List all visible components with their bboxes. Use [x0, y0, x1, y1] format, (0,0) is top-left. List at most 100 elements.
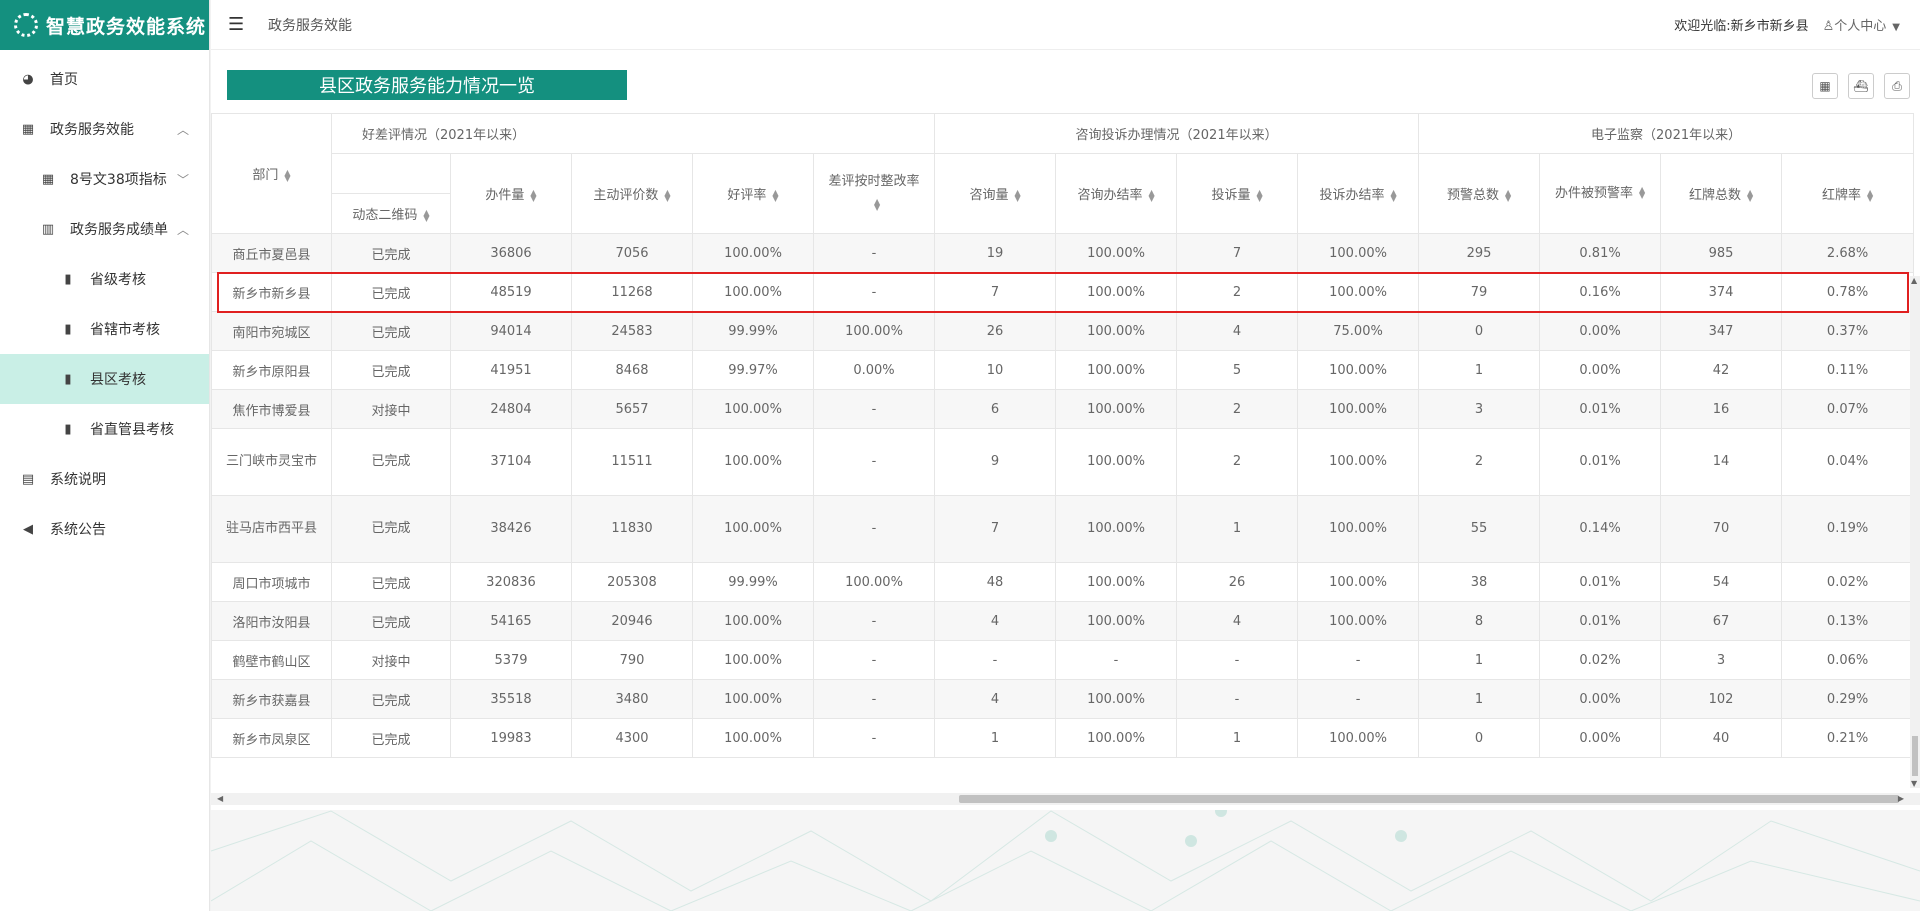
sidebar-item-label: 系统说明: [50, 472, 106, 488]
table-cell: 205308: [571, 562, 693, 602]
table-cell: 100.00%: [1055, 718, 1178, 758]
table-cell: 2: [1176, 428, 1299, 496]
table-cell: 99.99%: [692, 311, 814, 351]
bar-chart-icon: ▮: [64, 321, 72, 337]
bar-chart-icon: ▮: [64, 371, 72, 387]
vertical-scrollbar[interactable]: ▲ ▼: [1910, 276, 1920, 788]
table-cell: 0.01%: [1539, 389, 1662, 429]
table-row[interactable]: 鹤壁市鹤山区 对接中 5379 790 100.00% - - - - -1 0.02% 3 0.06%: [211, 640, 1915, 680]
sidebar-item-8[interactable]: ▤ 系统说明: [0, 454, 209, 504]
table-row[interactable]: 驻马店市西平县 已完成 38426 11830 100.00% -7 100.00% 1 100…: [211, 495, 1915, 563]
table-cell: 2.68%: [1781, 233, 1915, 273]
table-cell: 100.00%: [692, 718, 814, 758]
table-cell: 42: [1660, 350, 1783, 390]
sidebar-item-label: 8号文38项指标: [70, 172, 167, 188]
menu-toggle-icon[interactable]: ☰: [228, 14, 245, 35]
table-cell: 100.00%: [692, 428, 814, 496]
table-cell: 4: [934, 679, 1057, 719]
col-header-c11[interactable]: 红牌总数 ▲ ▼: [1660, 153, 1783, 234]
scroll-up-icon[interactable]: ▲: [1911, 276, 1918, 285]
table-row[interactable]: 焦作市博爱县 对接中 24804 5657 100.00% -6 100.00% 2 100.0…: [211, 389, 1915, 429]
table-cell: 14: [1660, 428, 1783, 496]
table-cell: 985: [1660, 233, 1783, 273]
columns-toggle-button[interactable]: ▦: [1812, 73, 1838, 99]
sort-icon: ▲ ▼: [1746, 187, 1754, 203]
col-header-qr[interactable]: 动态二维码 ▲ ▼: [331, 193, 451, 234]
table-row[interactable]: 新乡市新乡县 已完成 48519 11268 100.00% -7 100.00% 2 100.…: [211, 272, 1915, 312]
sort-icon: ▲ ▼: [1148, 187, 1155, 203]
table-row[interactable]: 新乡市原阳县 已完成 41951 8468 99.97% 0.00% 10 100.00% 5 1…: [211, 350, 1915, 390]
sort-icon: ▲ ▼: [1504, 187, 1512, 203]
sidebar-item-4[interactable]: ▮ 省级考核: [0, 254, 209, 304]
col-header-c2[interactable]: 主动评价数 ▲ ▼: [571, 153, 693, 234]
table-cell: 100.00%: [692, 601, 814, 641]
table-cell: 100.00%: [1297, 428, 1420, 496]
vertical-scroll-thumb[interactable]: [1912, 736, 1918, 776]
table-row[interactable]: 新乡市凤泉区 已完成 19983 4300 100.00% -1 100.00% 1 100.0…: [211, 718, 1915, 758]
group-header-feedback: 好差评情况（2021年以来）: [330, 113, 936, 154]
table-cell: 0.00%: [1539, 679, 1662, 719]
col-header-c10[interactable]: 办件被预警率 ▲ ▼: [1539, 153, 1662, 234]
table-row[interactable]: 新乡市获嘉县 已完成 35518 3480 100.00% -4 100.00% - -1 0.0…: [211, 679, 1915, 719]
col-header-c8[interactable]: 投诉办结率 ▲ ▼: [1297, 153, 1420, 234]
table-row[interactable]: 洛阳市汝阳县 已完成 54165 20946 100.00% -4 100.00% 4 100.…: [211, 601, 1915, 641]
table-cell: 0.07%: [1781, 389, 1915, 429]
export-button[interactable]: ⛴: [1848, 73, 1874, 99]
table-row[interactable]: 三门峡市灵宝市 已完成 37104 11511 100.00% -9 100.00% 2 100…: [211, 428, 1915, 496]
col-header-c12[interactable]: 红牌率 ▲ ▼: [1781, 153, 1915, 234]
table-cell: 26: [934, 311, 1057, 351]
qr-status-cell: 已完成: [331, 679, 451, 719]
col-header-c5[interactable]: 咨询量 ▲ ▼: [934, 153, 1057, 234]
table-cell: 0.29%: [1781, 679, 1915, 719]
table-row[interactable]: 周口市项城市 已完成 320836 205308 99.99% 100.00% 48 100.…: [211, 562, 1915, 602]
col-header-c4[interactable]: 差评按时整改率 ▲ ▼: [812, 153, 936, 234]
scroll-left-icon[interactable]: ◀: [217, 794, 224, 803]
col-header-c7[interactable]: 投诉量 ▲ ▼: [1176, 153, 1299, 234]
col-header-c1[interactable]: 办件量 ▲ ▼: [450, 153, 572, 234]
user-center-menu[interactable]: ♙个人中心 ▼: [1823, 15, 1900, 34]
table-cell: 1: [1176, 495, 1299, 563]
table-cell: -: [812, 495, 936, 563]
sidebar-item-5[interactable]: ▮ 省辖市考核: [0, 304, 209, 354]
table-cell: 1: [1418, 350, 1541, 390]
table-cell: 0.21%: [1781, 718, 1915, 758]
table-row[interactable]: 商丘市夏邑县 已完成 36806 7056 100.00% -19 100.00% 7 100.…: [211, 233, 1915, 273]
scroll-right-icon[interactable]: ▶: [1897, 794, 1904, 803]
dept-cell: 鹤壁市鹤山区: [211, 640, 332, 680]
table-cell: 0: [1418, 311, 1541, 351]
sidebar-item-3[interactable]: ▥ 政务服务成绩单 ︿: [0, 204, 209, 254]
sort-icon: ▲ ▼: [873, 197, 881, 212]
table-cell: -: [812, 389, 936, 429]
table-cell: 11268: [571, 272, 693, 312]
table-cell: 99.97%: [692, 350, 814, 390]
table-cell: 0.14%: [1539, 495, 1662, 563]
col-header-c6[interactable]: 咨询办结率 ▲ ▼: [1055, 153, 1178, 234]
table-cell: 0.81%: [1539, 233, 1662, 273]
sidebar-item-0[interactable]: ◕ 首页: [0, 54, 209, 104]
sidebar-item-7[interactable]: ▮ 省直管县考核: [0, 404, 209, 454]
table-cell: -: [1176, 640, 1299, 680]
sort-icon: ▲ ▼: [1867, 187, 1874, 203]
col-header-c3[interactable]: 好评率 ▲ ▼: [692, 153, 814, 234]
scroll-down-icon[interactable]: ▼: [1911, 779, 1918, 788]
dashboard-icon: ◕: [22, 71, 34, 87]
sidebar-item-9[interactable]: ◀ 系统公告: [0, 504, 209, 554]
speaker-icon: ◀: [23, 521, 33, 537]
sidebar-item-1[interactable]: ▦ 政务服务效能 ︿: [0, 104, 209, 154]
app-logo[interactable]: 智慧政务效能系统: [0, 0, 209, 50]
content-panel: 县区政务服务能力情况一览 ▦ ⛴ ⎙ 部门 ▲ ▼ 好差评情况（2021年以来） 咨…: [211, 50, 1920, 810]
dept-cell: 新乡市新乡县: [211, 272, 332, 312]
table-cell: 0.01%: [1539, 562, 1662, 602]
col-header-c9[interactable]: 预警总数 ▲ ▼: [1418, 153, 1541, 234]
table-cell: 347: [1660, 311, 1783, 351]
horizontal-scroll-thumb[interactable]: [959, 795, 1899, 803]
col-header-dept[interactable]: 部门 ▲ ▼: [211, 113, 332, 234]
sidebar-item-2[interactable]: ▦ 8号文38项指标 ﹀: [0, 154, 209, 204]
sidebar-item-6[interactable]: ▮ 县区考核: [0, 354, 209, 404]
horizontal-scrollbar[interactable]: ◀ ▶: [211, 793, 1920, 805]
table-row[interactable]: 南阳市宛城区 已完成 94014 24583 99.99% 100.00% 26 100.00…: [211, 311, 1915, 351]
qr-status-cell: 已完成: [331, 233, 451, 273]
print-button[interactable]: ⎙: [1884, 73, 1910, 99]
table-cell: 790: [571, 640, 693, 680]
table-cell: 35518: [450, 679, 572, 719]
